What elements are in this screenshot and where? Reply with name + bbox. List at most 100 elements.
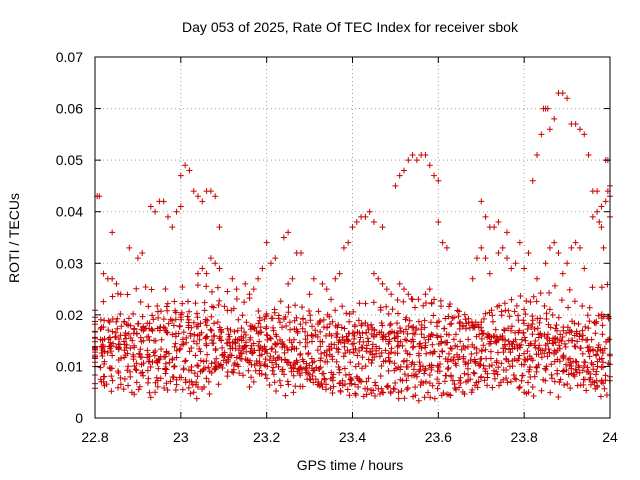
data-point <box>205 364 212 371</box>
data-point <box>236 370 243 377</box>
data-point <box>378 349 385 356</box>
data-point <box>306 371 313 378</box>
data-point <box>375 275 382 282</box>
data-point <box>273 361 280 368</box>
data-point <box>581 265 588 272</box>
data-point <box>267 335 274 342</box>
data-point <box>284 378 291 385</box>
data-point <box>517 344 524 351</box>
data-point <box>478 319 485 326</box>
data-point <box>197 320 204 327</box>
data-point <box>584 312 591 319</box>
data-point <box>482 368 489 375</box>
data-point <box>499 333 506 340</box>
data-point <box>426 362 433 369</box>
data-point <box>586 318 593 325</box>
data-point <box>405 291 412 298</box>
data-point <box>548 371 555 378</box>
data-point <box>579 350 586 357</box>
data-point <box>182 379 189 386</box>
data-point <box>124 350 131 357</box>
data-point <box>109 275 116 282</box>
data-point <box>264 336 271 343</box>
data-point <box>471 358 478 365</box>
data-point <box>525 249 532 256</box>
data-point <box>368 321 375 328</box>
data-point <box>117 355 124 362</box>
data-point <box>359 330 366 337</box>
data-point <box>500 326 507 333</box>
data-point <box>465 360 472 367</box>
data-point <box>146 337 153 344</box>
data-point <box>248 374 255 381</box>
data-point <box>545 345 552 352</box>
data-point <box>178 316 185 323</box>
data-point <box>203 357 210 364</box>
data-point <box>594 188 601 195</box>
data-point <box>525 368 532 375</box>
data-point <box>184 313 191 320</box>
data-point <box>358 378 365 385</box>
data-point <box>492 338 499 345</box>
data-point <box>271 309 278 316</box>
data-point <box>323 332 330 339</box>
data-point <box>377 304 384 311</box>
data-point <box>186 308 193 315</box>
data-point <box>309 359 316 366</box>
data-point <box>522 311 529 318</box>
data-point <box>427 319 434 326</box>
data-point <box>346 371 353 378</box>
data-point <box>493 339 500 346</box>
data-point <box>574 338 581 345</box>
data-point <box>453 362 460 369</box>
data-point <box>299 383 306 390</box>
data-point <box>544 340 551 347</box>
data-point <box>502 336 509 343</box>
data-point <box>486 363 493 370</box>
data-point <box>575 320 582 327</box>
data-point <box>495 364 502 371</box>
data-point <box>286 319 293 326</box>
data-point <box>390 385 397 392</box>
data-point <box>272 357 279 364</box>
data-point <box>428 300 435 307</box>
data-point <box>531 373 538 380</box>
data-point <box>125 331 132 338</box>
data-point <box>457 338 464 345</box>
data-point <box>396 280 403 287</box>
data-point <box>515 385 522 392</box>
data-point <box>482 213 489 220</box>
data-point <box>493 357 500 364</box>
data-point <box>537 330 544 337</box>
data-point <box>197 368 204 375</box>
data-point <box>431 348 438 355</box>
data-point <box>547 389 554 396</box>
data-point <box>137 353 144 360</box>
data-point <box>589 378 596 385</box>
data-point <box>302 319 309 326</box>
data-point <box>208 360 215 367</box>
data-point <box>562 361 569 368</box>
data-point <box>310 367 317 374</box>
data-point <box>284 359 291 366</box>
data-point <box>387 320 394 327</box>
x-tick-label: 22.8 <box>81 429 108 445</box>
data-point <box>437 297 444 304</box>
data-point <box>536 319 543 326</box>
data-point <box>572 343 579 350</box>
data-point <box>154 383 161 390</box>
data-point <box>541 331 548 338</box>
data-point <box>595 312 602 319</box>
data-point <box>495 336 502 343</box>
data-point <box>406 317 413 324</box>
data-point <box>299 316 306 323</box>
data-point <box>258 351 265 358</box>
data-point <box>427 349 434 356</box>
data-point <box>290 359 297 366</box>
data-point <box>478 347 485 354</box>
data-point <box>572 239 579 246</box>
data-point <box>140 372 147 379</box>
data-point <box>293 314 300 321</box>
data-point <box>531 325 538 332</box>
data-point <box>97 336 104 343</box>
